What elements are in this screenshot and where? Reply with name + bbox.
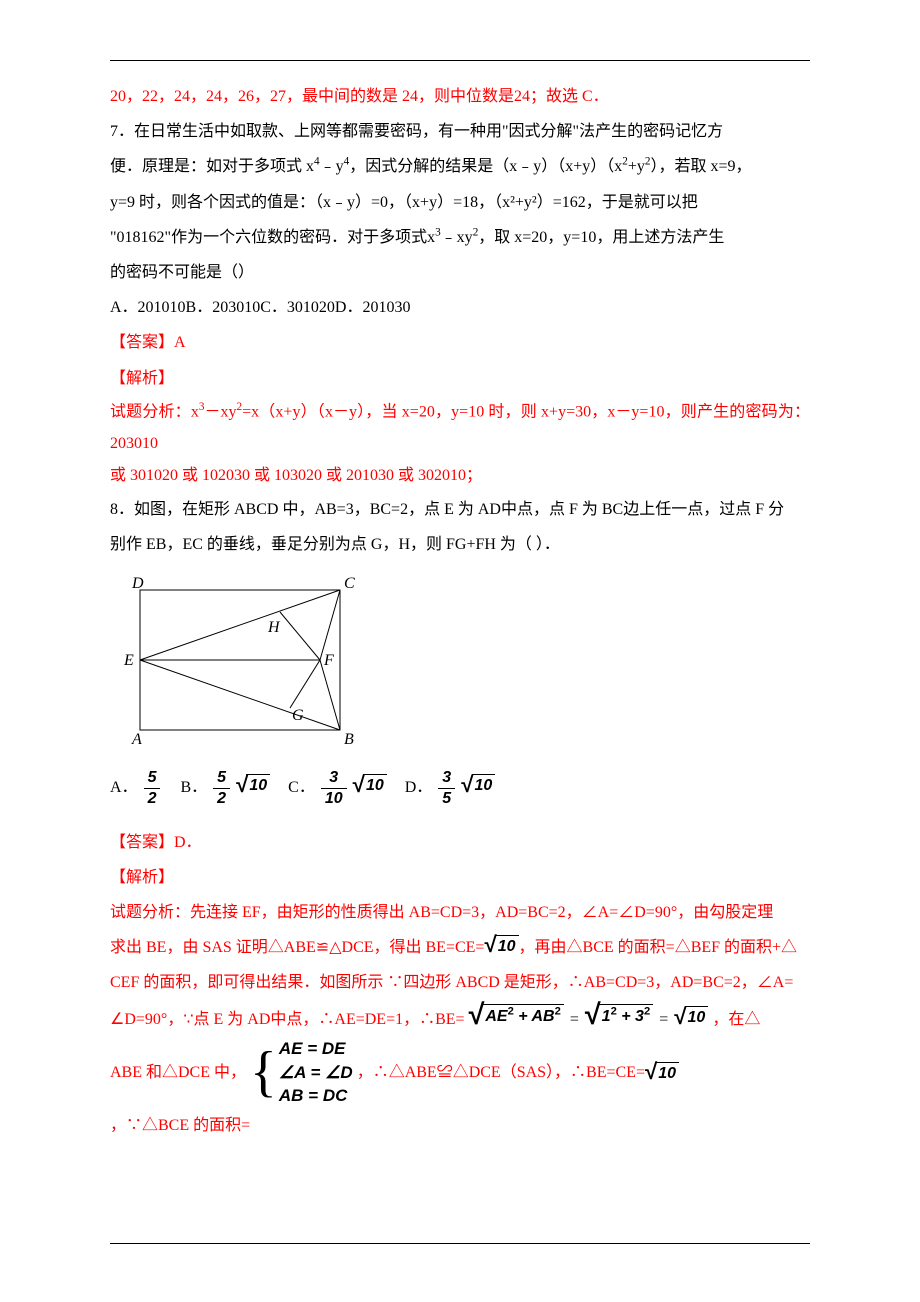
q8-analysis-line4: ∠D=90°，∵点 E 为 AD中点，∴AE=DE=1，∴BE= √AE2 + … (110, 1001, 810, 1037)
q8-analysis-line1: 试题分析：先连接 EF，由矩形的性质得出 AB=CD=3，AD=BC=2，∠A=… (110, 895, 810, 930)
q7-stem-line1: 7．在日常生活中如取款、上网等都需要密码，有一种用"因式分解"法产生的密码记忆方 (110, 114, 810, 149)
label-B: B (344, 731, 354, 748)
q8-stem-line1: 8．如图，在矩形 ABCD 中，AB=3，BC=2，点 E 为 AD中点，点 F… (110, 492, 810, 527)
q8-system: { AE = DE ∠A = ∠D AB = DC (250, 1037, 353, 1108)
label-D: D (131, 575, 144, 592)
page: 20，22，24，24，26，27，最中间的数是 24，则中位数是24；故选 C… (0, 0, 920, 1302)
bottom-rule (110, 1243, 810, 1244)
q8-figure: D C H E F A G B (110, 570, 810, 763)
q8-optA: A． 52 (110, 770, 162, 807)
q7-stem-line2: 便．原理是：如对于多项式 x4﹣y4，因式分解的结果是（x﹣y）（x+y）（x2… (110, 149, 810, 184)
q7-analysis-line2: 或 301020 或 102030 或 103020 或 201030 或 30… (110, 460, 810, 492)
q8-answer: 【答案】D． (110, 825, 810, 860)
q6-remainder: 20，22，24，24，26，27，最中间的数是 24，则中位数是24；故选 C… (110, 79, 810, 114)
q7-answer: 【答案】A (110, 325, 810, 360)
label-A: A (131, 731, 142, 748)
q8-analysis-line2: 求出 BE，由 SAS 证明△ABE≌△DCE，得出 BE=CE=√10，再由△… (110, 930, 810, 965)
q8-optC: C． 310 √10 (288, 770, 387, 807)
q7-options: A．201010B．203010C．301020D．201030 (110, 290, 810, 325)
label-E: E (123, 652, 134, 669)
label-H: H (267, 619, 281, 636)
q7-stem-line4: "018162"作为一个六位数的密码．对于多项式x3﹣xy2，取 x=20，y=… (110, 220, 810, 255)
q7-analysis-label: 【解析】 (110, 361, 810, 396)
q7-stem-line5: 的密码不可能是（） (110, 255, 810, 290)
q8-analysis-line3: CEF 的面积，即可得出结果．如图所示 ∵四边形 ABCD 是矩形，∴AB=CD… (110, 965, 810, 1000)
top-rule (110, 60, 810, 61)
label-C: C (344, 575, 355, 592)
q8-optD: D． 35 √10 (405, 770, 496, 807)
q8-optB: B． 52 √10 (180, 770, 270, 807)
q8-options: A． 52 B． 52 √10 C． 310 √10 D． 35 √10 (110, 770, 810, 807)
q8-analysis-line5: ABE 和△DCE 中， { AE = DE ∠A = ∠D AB = DC ，… (110, 1037, 810, 1144)
q7-analysis-line1: 试题分析：x3－xy2=x（x+y）（x－y），当 x=20，y=10 时，则 … (110, 396, 810, 460)
label-G: G (292, 707, 304, 724)
q7-stem-line3: y=9 时，则各个因式的值是：（x﹣y）=0，（x+y）=18，（x²+y²）=… (110, 185, 810, 220)
label-F: F (323, 652, 334, 669)
q8-analysis-label: 【解析】 (110, 860, 810, 895)
q8-stem-line2: 别作 EB，EC 的垂线，垂足分别为点 G，H，则 FG+FH 为（ ）． (110, 527, 810, 562)
